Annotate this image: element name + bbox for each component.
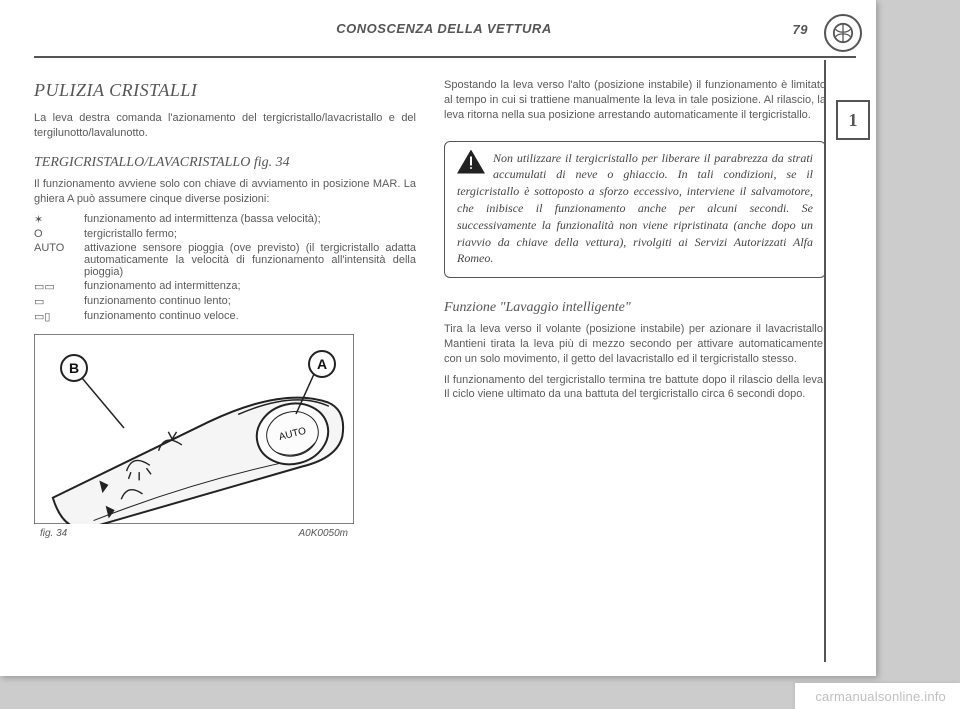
lever-up-text: Spostando la leva verso l'alto (posizion…: [444, 78, 826, 123]
left-column: PULIZIA CRISTALLI La leva destra comanda…: [34, 72, 416, 539]
right-column: Spostando la leva verso l'alto (posizion…: [444, 72, 826, 539]
mode-text: funzionamento continuo lento;: [84, 294, 416, 309]
mode-symbol: O: [34, 227, 84, 241]
smartwash-p2: Il funzionamento del tergicristallo term…: [444, 373, 826, 403]
page-content: PULIZIA CRISTALLI La leva destra comanda…: [34, 72, 826, 539]
mode-text: attivazione sensore pioggia (ove previst…: [84, 241, 416, 279]
page-number: 79: [793, 22, 808, 37]
section-heading: PULIZIA CRISTALLI: [34, 80, 416, 101]
section-sidebar: 1: [824, 60, 876, 662]
mode-text: tergicristallo fermo;: [84, 227, 416, 241]
mode-symbol: ▭: [34, 294, 84, 309]
subsection-desc: Il funzionamento avviene solo con chiave…: [34, 177, 416, 207]
header-rule: [34, 56, 856, 58]
figure-number: fig. 34: [40, 528, 67, 539]
warning-text: Non utilizzare il tergicristallo per lib…: [457, 151, 813, 266]
brand-logo-icon: [824, 14, 862, 52]
mode-text: funzionamento ad intermittenza (bassa ve…: [84, 212, 416, 227]
mode-symbol: ▭▭: [34, 279, 84, 294]
section-index: 1: [836, 100, 870, 140]
mode-text: funzionamento continuo veloce.: [84, 309, 416, 324]
warning-icon: [457, 150, 485, 174]
figure-label-a: A: [317, 356, 327, 372]
mode-symbol: AUTO: [34, 241, 84, 279]
warning-box: Non utilizzare il tergicristallo per lib…: [444, 141, 826, 279]
smartwash-heading: Funzione "Lavaggio intelligente": [444, 300, 826, 316]
figure-label-b: B: [69, 360, 79, 376]
mode-symbol: ✶: [34, 212, 84, 227]
figure-code: A0K0050m: [299, 528, 348, 539]
mode-symbol: ▭▯: [34, 309, 84, 324]
mode-table: ✶funzionamento ad intermittenza (bassa v…: [34, 212, 416, 324]
smartwash-p1: Tira la leva verso il volante (posizione…: [444, 322, 826, 367]
figure-caption: fig. 34 A0K0050m: [34, 524, 354, 539]
subsection-heading: TERGICRISTALLO/LAVACRISTALLO fig. 34: [34, 155, 416, 171]
mode-text: funzionamento ad intermittenza;: [84, 279, 416, 294]
intro-text: La leva destra comanda l'azionamento del…: [34, 111, 416, 141]
page-header: CONOSCENZA DELLA VETTURA 79: [0, 0, 876, 56]
header-title: CONOSCENZA DELLA VETTURA: [336, 21, 551, 36]
figure-34: AUTO B: [34, 334, 354, 539]
stalk-illustration: AUTO B: [34, 334, 354, 524]
watermark: carmanualsonline.info: [795, 683, 960, 709]
manual-page: CONOSCENZA DELLA VETTURA 79 1 PULIZIA CR…: [0, 0, 876, 676]
